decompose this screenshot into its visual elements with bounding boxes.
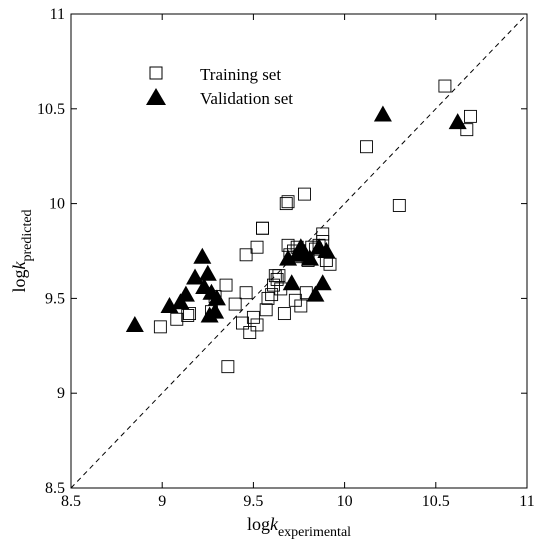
training-point (281, 195, 295, 209)
training-point (438, 79, 452, 93)
training-point (221, 360, 235, 374)
training-point (294, 299, 308, 313)
training-point (181, 309, 195, 322)
validation-point (282, 274, 301, 291)
training-point (279, 197, 293, 211)
training-point (392, 199, 406, 212)
training-point (246, 310, 260, 324)
plot-area-frame (70, 13, 528, 489)
validation-point (193, 247, 212, 264)
y-axis-ticks: 8.5 9 9.5 10 10.5 11 (37, 6, 527, 497)
training-point (298, 187, 311, 201)
x-tick-label: 11 (519, 493, 534, 510)
validation-point (313, 274, 332, 291)
x-axis-label: logkexperimental (247, 514, 351, 540)
y-axis-label-subscript: predicted (20, 209, 35, 261)
training-set-points (153, 79, 477, 374)
training-point (239, 248, 253, 262)
x-axis-ticks: 8.5 9 9.5 10 10.5 11 (61, 14, 535, 510)
validation-point (207, 289, 226, 306)
training-point (170, 312, 184, 326)
training-point (261, 291, 275, 305)
training-point (464, 109, 477, 123)
training-point (270, 272, 284, 286)
validation-point (206, 302, 225, 319)
validation-point (125, 315, 144, 332)
x-axis-label-italic: k (270, 514, 279, 534)
y-tick-label: 10.5 (37, 101, 65, 118)
validation-point (300, 249, 319, 266)
y-tick-label: 11 (50, 6, 65, 23)
y-tick-label: 8.5 (45, 480, 65, 497)
legend-marker-validation (146, 88, 166, 105)
y-tick-label: 9 (57, 385, 65, 402)
legend: Training set Validation set (146, 65, 293, 108)
training-point (323, 257, 337, 271)
training-point (228, 297, 242, 311)
training-point (277, 307, 291, 321)
training-point (316, 227, 330, 241)
validation-point (176, 285, 195, 302)
y-axis-label-italic: k (9, 261, 29, 270)
training-point (272, 269, 286, 283)
validation-point (198, 264, 217, 281)
x-tick-label: 9.5 (243, 493, 263, 510)
validation-set-points (125, 105, 467, 332)
training-point (250, 318, 264, 332)
x-tick-label: 8.5 (61, 493, 81, 510)
x-tick-label: 9 (158, 493, 166, 510)
y-axis-label: logkpredicted (9, 209, 35, 292)
training-point (243, 326, 257, 339)
training-point (183, 307, 197, 321)
training-point (256, 221, 269, 235)
training-point (219, 278, 233, 292)
legend-label-validation: Validation set (200, 89, 293, 108)
training-point (460, 123, 474, 137)
x-axis-label-base: log (247, 514, 270, 534)
training-point (250, 240, 264, 254)
legend-marker-training (149, 66, 163, 80)
x-axis-label-subscript: experimental (278, 525, 351, 540)
y-tick-label: 9.5 (45, 290, 65, 307)
validation-point (306, 285, 325, 302)
validation-point (448, 113, 467, 130)
legend-label-training: Training set (200, 65, 281, 84)
training-point (239, 286, 253, 300)
training-point (259, 303, 273, 317)
x-tick-label: 10 (337, 493, 353, 510)
y-tick-label: 10 (49, 196, 65, 213)
validation-point (373, 105, 392, 122)
training-point (256, 221, 269, 235)
training-point (360, 140, 373, 154)
training-point (153, 320, 167, 334)
validation-point (317, 242, 336, 258)
x-tick-label: 10.5 (422, 493, 450, 510)
y-axis-label-base: log (9, 270, 29, 293)
training-point (236, 316, 249, 330)
